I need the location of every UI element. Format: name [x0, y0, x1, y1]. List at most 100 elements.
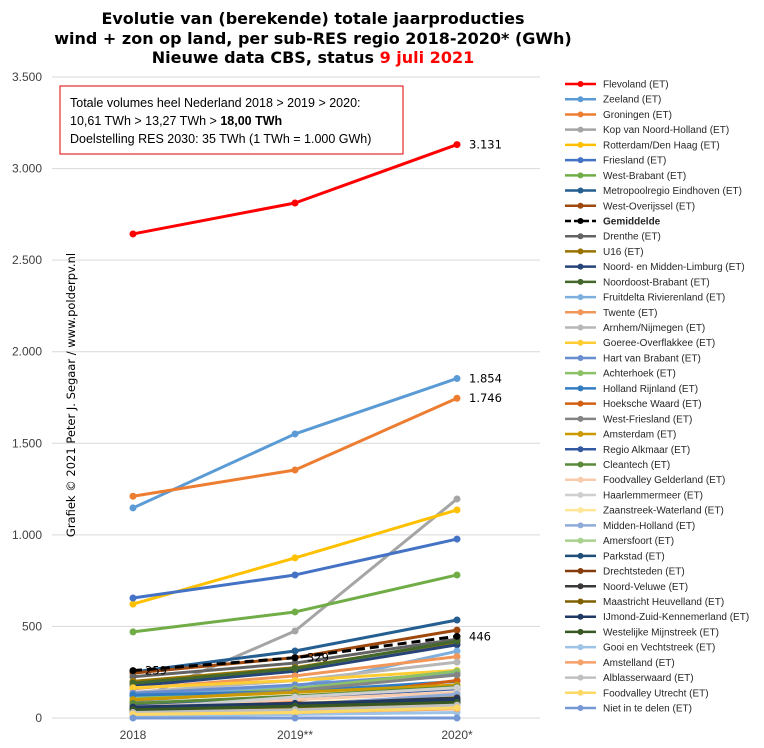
- legend-label: Amersfoort (ET): [603, 536, 674, 547]
- legend-item-u16-et: U16 (ET): [565, 247, 644, 258]
- legend-label: Holland Rijnland (ET): [603, 384, 698, 395]
- legend-swatch-marker: [577, 674, 584, 681]
- data-point-west-brabant-et-2020: [453, 571, 461, 579]
- legend-swatch-marker: [577, 81, 584, 87]
- legend-swatch-marker: [577, 583, 584, 590]
- legend-swatch-marker: [577, 217, 584, 224]
- legend-item-cleantech-et: Cleantech (ET): [565, 460, 670, 471]
- legend-label: Noord-Veluwe (ET): [603, 582, 688, 593]
- legend-label: Drenthe (ET): [603, 232, 661, 243]
- data-label-flevoland-et-2020: 3.131: [469, 138, 502, 152]
- data-point-rotterdam-den-haag-et-2018: [129, 600, 137, 608]
- data-point-foodvalley-utrecht-et-2020: [453, 704, 461, 712]
- title-status-date: 9 juli 2021: [380, 48, 475, 67]
- series-friesland-et: [129, 535, 461, 602]
- data-point-gemiddelde-2019: [291, 654, 299, 662]
- legend-swatch-marker: [577, 568, 584, 575]
- legend-label: Arnhem/Nijmegen (ET): [603, 323, 705, 334]
- data-point-zeeland-et-2019: [291, 430, 299, 438]
- data-point-flevoland-et-2020: [453, 141, 461, 149]
- legend-label: Zaanstreek-Waterland (ET): [603, 506, 724, 517]
- data-point-west-brabant-et-2019: [291, 608, 299, 616]
- legend-item-regio-alkmaar-et: Regio Alkmaar (ET): [565, 445, 690, 456]
- legend-label: Noord- en Midden-Limburg (ET): [603, 262, 745, 273]
- legend-label: Midden-Holland (ET): [603, 521, 695, 532]
- legend-item-goeree-overflakkee-et: Goeree-Overflakkee (ET): [565, 338, 715, 349]
- title-line-2: wind + zon op land, per sub-RES regio 20…: [54, 29, 572, 48]
- x-tick-label: 2019**: [277, 728, 313, 742]
- series-west-brabant-et: [129, 571, 461, 636]
- legend-swatch-marker: [577, 111, 584, 118]
- legend-label: Amstelland (ET): [603, 658, 675, 669]
- legend-swatch-marker: [577, 202, 584, 209]
- data-point-zeeland-et-2018: [129, 504, 137, 512]
- data-point-groningen-et-2020: [453, 394, 461, 402]
- legend-swatch-marker: [577, 537, 584, 544]
- legend-item-niet-in-te-delen-et: Niet in te delen (ET): [565, 704, 692, 715]
- data-point-niet-in-te-delen-et-2019: [291, 714, 299, 722]
- legend-swatch-marker: [577, 446, 584, 453]
- legend-label: Fruitdelta Rivierenland (ET): [603, 293, 725, 304]
- legend-label: Goeree-Overflakkee (ET): [603, 338, 715, 349]
- x-tick-label: 2020*: [441, 728, 473, 742]
- legend-swatch-marker: [577, 263, 584, 270]
- data-point-metropoolregio-eindhoven-et-2019: [291, 647, 299, 655]
- legend-swatch-marker: [577, 354, 584, 361]
- data-labels: 3.131 1.854 1.746 259 329 446: [145, 138, 502, 678]
- data-point-metropoolregio-eindhoven-et-2020: [453, 616, 461, 624]
- data-point-haarlemmermeer-et-2019: [291, 693, 299, 701]
- legend-swatch-marker: [577, 461, 584, 468]
- legend-label: West-Friesland (ET): [603, 414, 692, 425]
- legend-label: Zeeland (ET): [603, 95, 661, 106]
- series-flevoland-et: [129, 141, 461, 238]
- legend-item-flevoland-et: Flevoland (ET): [565, 80, 669, 91]
- data-point-flevoland-et-2018: [129, 230, 137, 238]
- legend-item-west-overijssel-et: West-Overijssel (ET): [565, 201, 695, 212]
- data-point-niet-in-te-delen-et-2020: [453, 714, 461, 722]
- annotation-line-2-total: 18,00 TWh: [220, 114, 282, 128]
- data-point-noordoost-brabant-et-2019: [291, 665, 299, 673]
- legend-item-fruitdelta-rivierenland-et: Fruitdelta Rivierenland (ET): [565, 293, 725, 304]
- legend-label: Hoeksche Waard (ET): [603, 399, 702, 410]
- data-label-zeeland-et-2020: 1.854: [469, 371, 502, 385]
- data-point-kop-van-noord-holland-et-2019: [291, 627, 299, 635]
- data-point-goeree-overflakkee-et-2018: [129, 684, 137, 692]
- legend-swatch-marker: [577, 522, 584, 529]
- y-tick-label: 0: [35, 711, 42, 725]
- legend-item-amersfoort-et: Amersfoort (ET): [565, 536, 674, 547]
- legend-item-haarlemmermeer-et: Haarlemmermeer (ET): [565, 490, 703, 501]
- data-point-friesland-et-2020: [453, 535, 461, 543]
- annotation-line-2: 10,61 TWh > 13,27 TWh > 18,00 TWh: [70, 114, 282, 128]
- data-point-twente-et-2020: [453, 653, 461, 661]
- data-point-arnhem-nijmegen-et-2020: [453, 658, 461, 666]
- data-point-flevoland-et-2019: [291, 199, 299, 207]
- legend-item-west-friesland-et: West-Friesland (ET): [565, 414, 692, 425]
- data-point-niet-in-te-delen-et-2018: [129, 714, 137, 722]
- legend-swatch-marker: [577, 689, 584, 696]
- legend-swatch-marker: [577, 309, 584, 316]
- legend-item-metropoolregio-eindhoven-et: Metropoolregio Eindhoven (ET): [565, 186, 742, 197]
- legend-item-hart-van-brabant-et: Hart van Brabant (ET): [565, 353, 701, 364]
- annotation-line-2-text: 10,61 TWh > 13,27 TWh >: [70, 114, 220, 128]
- series-gemiddelde: [129, 632, 461, 675]
- legend-label: IJmond-Zuid-Kennemerland (ET): [603, 612, 749, 623]
- legend-label: Niet in te delen (ET): [603, 704, 692, 715]
- legend-item-hoeksche-waard-et: Hoeksche Waard (ET): [565, 399, 702, 410]
- data-point-fruitdelta-rivierenland-et-2020: [453, 647, 461, 655]
- legend-swatch-marker: [577, 126, 584, 133]
- legend-item-amsterdam-et: Amsterdam (ET): [565, 430, 676, 441]
- legend-label: Noordoost-Brabant (ET): [603, 277, 710, 288]
- legend-item-alblasserwaard-et: Alblasserwaard (ET): [565, 673, 694, 684]
- legend-label: Achterhoek (ET): [603, 369, 676, 380]
- y-tick-label: 3.000: [12, 162, 42, 176]
- legend-label: Hart van Brabant (ET): [603, 353, 701, 364]
- legend-swatch-marker: [577, 324, 584, 331]
- y-tick-label: 500: [22, 619, 42, 633]
- legend-swatch-marker: [577, 491, 584, 498]
- legend-item-holland-rijnland-et: Holland Rijnland (ET): [565, 384, 698, 395]
- legend-label: Drechtsteden (ET): [603, 567, 685, 578]
- data-point-kop-van-noord-holland-et-2020: [453, 495, 461, 503]
- legend-label: Kop van Noord-Holland (ET): [603, 125, 729, 136]
- legend-label: Flevoland (ET): [603, 80, 669, 91]
- series-groningen-et: [129, 394, 461, 500]
